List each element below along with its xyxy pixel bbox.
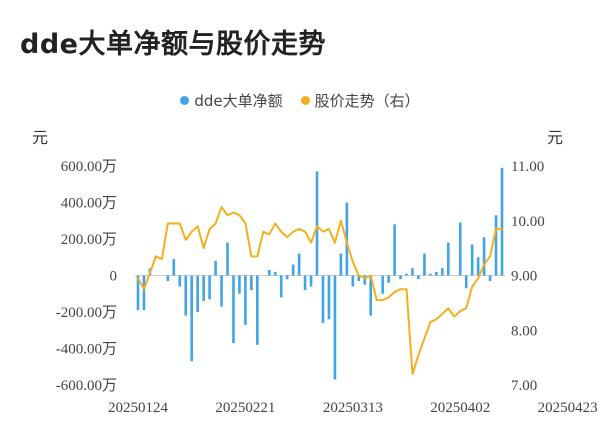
dde-bar[interactable] [464, 275, 468, 289]
legend: dde大单净额 股价走势（右） [0, 90, 600, 111]
dde-bar[interactable] [238, 275, 241, 294]
dde-bar[interactable] [291, 264, 295, 276]
dde-bar[interactable] [279, 275, 283, 298]
price-line[interactable] [137, 206, 503, 376]
dde-bar[interactable] [232, 275, 235, 344]
dde-bar[interactable] [244, 275, 247, 325]
dde-bar[interactable] [208, 275, 211, 300]
right-axis-unit: 元 [547, 128, 564, 147]
dde-bar[interactable] [220, 275, 223, 307]
dde-bar[interactable] [441, 268, 444, 276]
left-axis: 600.00万 400.00万 200.00万 0 -200.00万 -400.00万 -6… [56, 159, 117, 394]
legend-item-dde[interactable]: dde大单净额 [180, 90, 283, 111]
dde-bar[interactable] [327, 275, 331, 320]
dde-bar[interactable] [297, 253, 301, 276]
dde-bar[interactable] [321, 275, 325, 323]
dde-bar[interactable] [411, 268, 414, 276]
right-tick-label: 11.00 [511, 159, 544, 175]
dde-bar[interactable] [357, 275, 361, 281]
dde-bar[interactable] [369, 275, 373, 316]
right-axis: 11.00 10.00 9.00 8.00 7.00 [511, 159, 545, 394]
right-tick-label: 7.00 [511, 378, 537, 394]
dde-bar[interactable] [333, 275, 337, 380]
chart-title: dde大单净额与股价走势 [20, 29, 326, 60]
dde-bar[interactable] [458, 222, 462, 276]
x-tick-label: 20250402 [430, 400, 490, 416]
legend-label-price: 股价走势（右） [314, 92, 420, 110]
dde-bar[interactable] [136, 275, 140, 311]
x-axis: 20250124 20250221 20250313 20250402 20250423 [108, 400, 598, 416]
x-tick-label: 20250313 [323, 400, 383, 416]
dde-bar[interactable] [446, 242, 450, 276]
dde-bar[interactable] [190, 275, 194, 362]
left-tick-label: 0 [110, 269, 118, 285]
dde-bar[interactable] [393, 224, 396, 276]
dde-bar[interactable] [172, 259, 176, 276]
dde-bar[interactable] [315, 171, 319, 276]
x-tick-label: 20250423 [538, 400, 598, 416]
legend-item-price[interactable]: 股价走势（右） [300, 90, 420, 111]
dde-bar[interactable] [423, 253, 426, 276]
dde-bar[interactable] [387, 275, 390, 283]
dde-bar[interactable] [488, 275, 492, 281]
dde-bar[interactable] [166, 275, 170, 281]
dde-bar[interactable] [417, 275, 420, 280]
dde-bar[interactable] [142, 275, 146, 311]
left-tick-label: 200.00万 [61, 232, 117, 248]
dde-bar[interactable] [381, 275, 384, 294]
dde-swatch-icon [180, 96, 190, 105]
dde-bars [136, 167, 504, 380]
dde-bar[interactable] [196, 275, 199, 313]
dde-bar[interactable] [399, 275, 402, 280]
left-tick-label: -400.00万 [56, 342, 117, 358]
dde-bar[interactable] [363, 275, 367, 285]
left-axis-unit: 元 [32, 128, 49, 147]
price-swatch-icon [300, 96, 310, 105]
dde-bar[interactable] [267, 270, 271, 276]
dde-bar[interactable] [339, 253, 343, 276]
x-tick-label: 20250221 [215, 400, 275, 416]
dde-bar[interactable] [470, 244, 474, 276]
left-tick-label: 600.00万 [61, 159, 117, 175]
dde-bar[interactable] [500, 167, 504, 276]
dde-bar[interactable] [273, 271, 277, 276]
dde-bar[interactable] [285, 275, 289, 280]
dde-bar[interactable] [309, 275, 313, 287]
dde-bar[interactable] [178, 275, 182, 287]
right-tick-label: 9.00 [511, 269, 537, 285]
left-tick-label: -200.00万 [56, 305, 117, 321]
dde-bar[interactable] [494, 215, 498, 276]
left-tick-label: -600.00万 [56, 378, 117, 394]
dde-bar[interactable] [351, 275, 355, 287]
dde-bar[interactable] [184, 275, 188, 316]
legend-label-dde: dde大单净额 [194, 92, 283, 110]
dde-bar[interactable] [250, 275, 253, 291]
dde-bar[interactable] [303, 275, 307, 291]
dde-bar[interactable] [435, 271, 438, 276]
dde-bar[interactable] [226, 242, 229, 276]
dde-bar[interactable] [429, 273, 432, 276]
dde-bar[interactable] [256, 275, 259, 345]
right-tick-label: 8.00 [511, 323, 537, 339]
dde-bar[interactable] [214, 260, 217, 276]
price-line-group [137, 206, 503, 376]
dde-bar[interactable] [405, 273, 408, 276]
dde-bar[interactable] [202, 275, 205, 302]
dde-bar[interactable] [476, 257, 480, 276]
right-tick-label: 10.00 [511, 214, 545, 230]
left-tick-label: 400.00万 [61, 196, 117, 212]
x-tick-label: 20250124 [108, 400, 169, 416]
dde-bar[interactable] [482, 237, 486, 276]
